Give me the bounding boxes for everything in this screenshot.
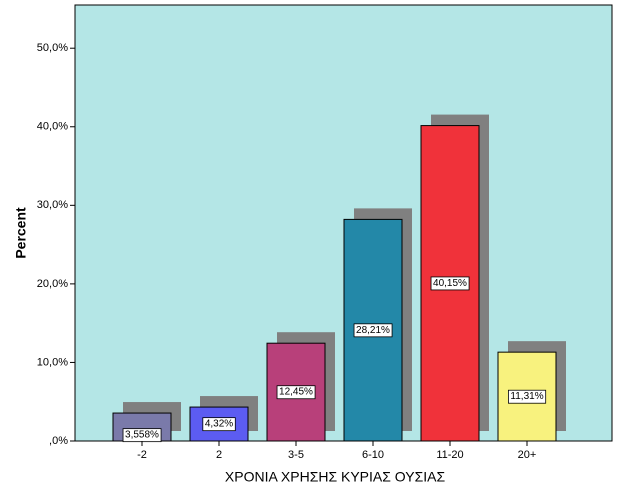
value-label: 11,31%	[510, 391, 543, 402]
value-label-box	[202, 417, 236, 432]
x-tick-label: 3-5	[288, 449, 304, 461]
y-tick-label: 10,0%	[37, 356, 68, 368]
value-label-box	[276, 385, 316, 400]
x-tick-label: -2	[137, 449, 147, 461]
x-tick-label: 11-20	[436, 449, 463, 461]
value-label-box	[353, 323, 393, 338]
value-label: 3,558%	[125, 430, 159, 441]
y-axis-title: Percent	[13, 207, 29, 259]
value-label: 12,45%	[279, 387, 313, 398]
value-label: 4,32%	[205, 419, 233, 430]
x-axis-title: ΧΡΟΝΙΑ ΧΡΗΣΗΣ ΚΥΡΙΑΣ ΟΥΣΙΑΣ	[225, 469, 446, 485]
y-tick-label: 30,0%	[37, 199, 68, 211]
y-tick-label: ,0%	[49, 435, 68, 447]
y-tick-label: 50,0%	[37, 42, 68, 54]
y-tick-label: 20,0%	[37, 278, 68, 290]
x-tick-label: 20+	[518, 449, 537, 461]
value-label-box	[430, 276, 470, 291]
value-label-box	[508, 389, 547, 404]
x-tick-label: 6-10	[362, 449, 384, 461]
value-label: 28,21%	[356, 325, 390, 336]
x-tick-label: 2	[216, 449, 222, 461]
value-label: 40,15%	[433, 278, 467, 289]
y-tick-label: 40,0%	[37, 121, 68, 133]
